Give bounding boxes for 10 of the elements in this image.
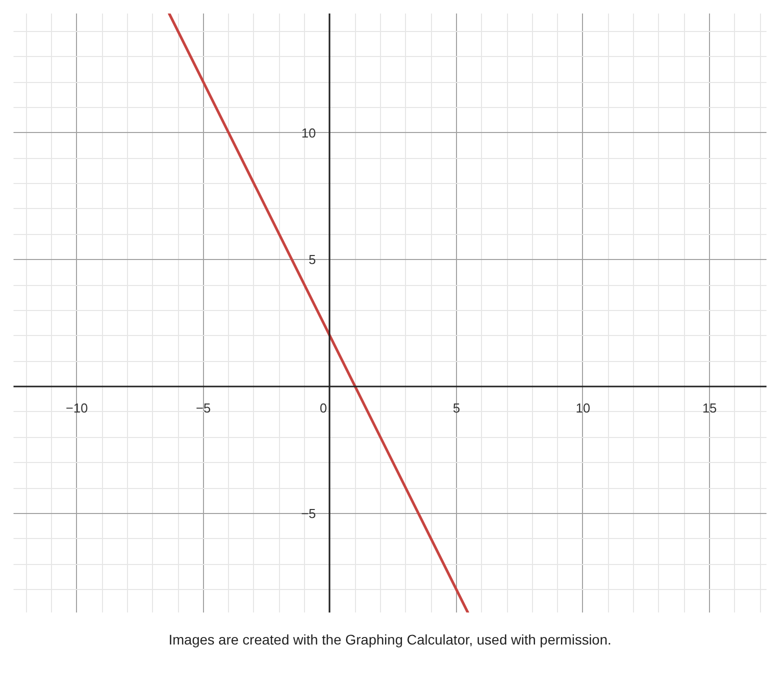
x-tick-label: 10 bbox=[576, 400, 590, 416]
y-tick-label: −5 bbox=[301, 506, 316, 522]
y-tick-label: 5 bbox=[308, 252, 316, 268]
x-tick-label: 15 bbox=[702, 400, 717, 416]
x-tick-label: −10 bbox=[66, 400, 88, 416]
x-tick-label: −5 bbox=[196, 400, 211, 416]
y-tick-label: 10 bbox=[301, 125, 316, 140]
text: Images are created with the Graphing Calculator, used with permission. bbox=[168, 632, 612, 648]
x-tick-label: 5 bbox=[452, 400, 460, 416]
x-tick-label: 0 bbox=[320, 400, 340, 416]
